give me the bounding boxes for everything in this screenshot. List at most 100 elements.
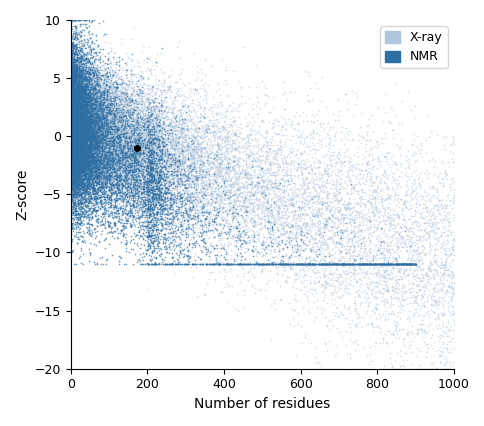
- NMR: [67, 160, 75, 167]
- NMR: [108, 109, 116, 116]
- NMR: [134, 160, 141, 167]
- NMR: [70, 142, 78, 149]
- X-ray: [69, 161, 76, 168]
- X-ray: [138, 191, 146, 198]
- X-ray: [107, 133, 115, 140]
- X-ray: [102, 137, 109, 144]
- X-ray: [69, 145, 77, 152]
- X-ray: [155, 210, 163, 216]
- X-ray: [200, 291, 208, 297]
- X-ray: [279, 160, 287, 167]
- NMR: [399, 261, 407, 268]
- NMR: [75, 210, 83, 217]
- X-ray: [229, 167, 237, 173]
- NMR: [80, 92, 88, 99]
- NMR: [367, 261, 375, 268]
- NMR: [95, 129, 103, 136]
- X-ray: [97, 142, 105, 149]
- X-ray: [73, 125, 80, 132]
- X-ray: [73, 98, 81, 104]
- X-ray: [91, 171, 99, 178]
- X-ray: [76, 118, 84, 125]
- X-ray: [356, 194, 363, 201]
- NMR: [88, 167, 95, 173]
- X-ray: [69, 101, 77, 107]
- X-ray: [118, 117, 126, 124]
- X-ray: [259, 151, 267, 158]
- X-ray: [227, 130, 235, 137]
- X-ray: [148, 130, 155, 137]
- NMR: [68, 69, 76, 76]
- NMR: [289, 261, 297, 268]
- X-ray: [67, 99, 75, 106]
- X-ray: [71, 138, 79, 145]
- NMR: [70, 162, 78, 169]
- X-ray: [285, 209, 293, 216]
- X-ray: [121, 158, 129, 165]
- X-ray: [70, 103, 77, 110]
- X-ray: [226, 187, 234, 194]
- X-ray: [101, 144, 109, 151]
- X-ray: [179, 162, 187, 169]
- X-ray: [178, 116, 186, 123]
- NMR: [91, 163, 99, 170]
- X-ray: [343, 279, 350, 286]
- X-ray: [367, 271, 375, 277]
- X-ray: [115, 105, 123, 112]
- X-ray: [97, 94, 105, 101]
- X-ray: [113, 136, 121, 143]
- X-ray: [67, 105, 75, 112]
- NMR: [103, 159, 111, 166]
- NMR: [109, 182, 117, 189]
- X-ray: [92, 150, 100, 157]
- X-ray: [355, 236, 363, 242]
- X-ray: [304, 254, 312, 261]
- X-ray: [69, 118, 77, 124]
- X-ray: [302, 200, 309, 207]
- X-ray: [145, 113, 153, 120]
- X-ray: [123, 118, 131, 125]
- NMR: [96, 187, 104, 193]
- X-ray: [79, 159, 87, 166]
- X-ray: [73, 126, 81, 133]
- X-ray: [370, 292, 378, 299]
- X-ray: [103, 114, 110, 121]
- X-ray: [254, 156, 262, 163]
- NMR: [72, 121, 80, 128]
- NMR: [146, 236, 154, 243]
- X-ray: [123, 126, 131, 132]
- NMR: [118, 208, 125, 215]
- X-ray: [96, 78, 104, 85]
- X-ray: [90, 123, 98, 130]
- X-ray: [81, 126, 89, 133]
- NMR: [140, 231, 148, 238]
- X-ray: [185, 205, 193, 212]
- X-ray: [120, 90, 128, 97]
- X-ray: [138, 122, 146, 129]
- NMR: [68, 59, 76, 66]
- X-ray: [252, 205, 260, 212]
- X-ray: [251, 188, 258, 195]
- X-ray: [112, 133, 120, 140]
- X-ray: [416, 291, 424, 298]
- NMR: [78, 124, 86, 131]
- X-ray: [367, 322, 375, 329]
- X-ray: [109, 145, 117, 152]
- X-ray: [91, 147, 99, 154]
- NMR: [73, 99, 80, 106]
- X-ray: [187, 117, 195, 124]
- X-ray: [69, 146, 76, 153]
- X-ray: [261, 190, 269, 196]
- X-ray: [336, 162, 344, 169]
- X-ray: [74, 115, 82, 122]
- NMR: [91, 174, 99, 181]
- X-ray: [102, 123, 109, 130]
- NMR: [68, 60, 76, 66]
- NMR: [68, 121, 76, 128]
- X-ray: [307, 233, 315, 239]
- NMR: [84, 176, 92, 182]
- X-ray: [94, 102, 102, 109]
- X-ray: [94, 75, 102, 82]
- X-ray: [76, 112, 84, 119]
- X-ray: [91, 101, 99, 107]
